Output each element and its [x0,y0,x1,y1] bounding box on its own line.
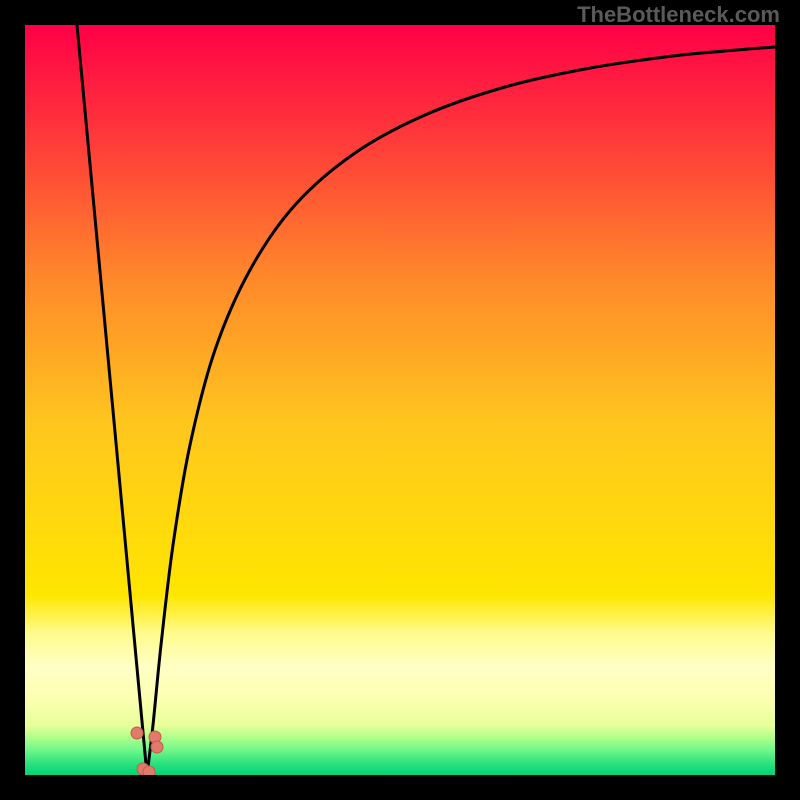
gradient-main [25,25,775,595]
watermark-text: TheBottleneck.com [577,2,780,28]
plot-area [25,25,775,775]
gradient-yellow-band [25,595,775,725]
gradient-green-band [25,725,775,775]
chart-container: TheBottleneck.com [0,0,800,800]
